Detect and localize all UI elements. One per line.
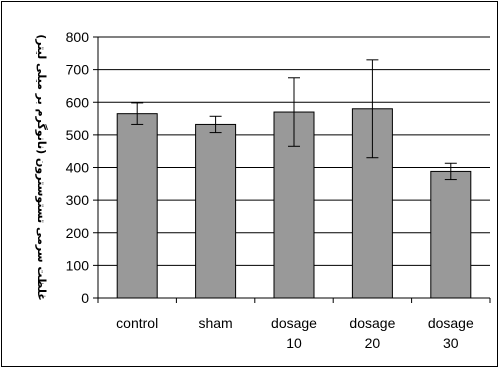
bar bbox=[116, 113, 158, 299]
x-tick-label-line: dosage bbox=[428, 315, 474, 331]
y-tick-label: 0 bbox=[81, 290, 89, 306]
y-tick-label: 500 bbox=[66, 127, 90, 143]
y-tick-label: 600 bbox=[66, 94, 90, 110]
x-tick-label-line: dosage bbox=[349, 315, 395, 331]
bar bbox=[430, 170, 472, 299]
x-tick-label: dosage 20 bbox=[349, 315, 395, 351]
x-tick-label-line: control bbox=[116, 315, 158, 331]
x-tick-label-line: 10 bbox=[286, 335, 302, 351]
x-tick-label-line: sham bbox=[198, 315, 232, 331]
y-tick-label: 400 bbox=[66, 160, 90, 176]
x-tick-label-line: 30 bbox=[443, 335, 459, 351]
x-tick-label-line: dosage bbox=[271, 315, 317, 331]
x-tick-label: control bbox=[116, 315, 158, 331]
y-tick-label: 700 bbox=[66, 62, 90, 78]
bar bbox=[195, 123, 237, 299]
y-tick-label: 100 bbox=[66, 257, 90, 273]
y-tick-label: 800 bbox=[66, 29, 90, 45]
x-tick-label: dosage 30 bbox=[428, 315, 474, 351]
x-tick-label: sham bbox=[198, 315, 232, 331]
y-tick-label: 200 bbox=[66, 225, 90, 241]
y-tick-label: 300 bbox=[66, 192, 90, 208]
x-tick-label: dosage 10 bbox=[271, 315, 317, 351]
y-axis-title: غلظت سرمی تستوسترون (نانوگرم بر میلی لیت… bbox=[35, 34, 48, 301]
x-tick-label-line: 20 bbox=[365, 335, 381, 351]
